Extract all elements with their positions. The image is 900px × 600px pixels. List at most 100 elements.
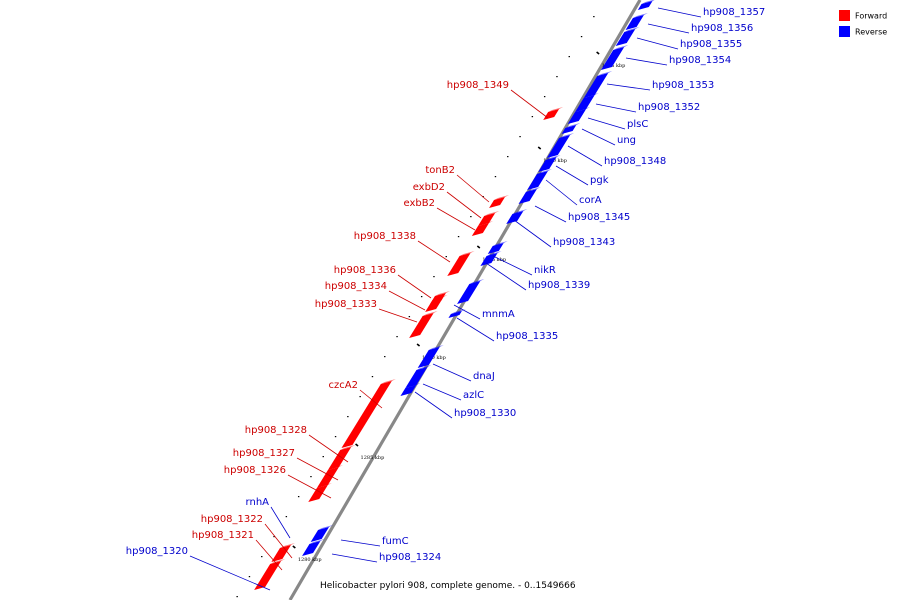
gene-label-mnma: mnmA xyxy=(482,309,515,320)
minor-tick xyxy=(384,356,386,358)
gene-label-hp908-1324: hp908_1324 xyxy=(379,552,441,563)
gene-arrow-face xyxy=(559,133,575,138)
gene-arrow-exbb2 xyxy=(471,223,490,236)
kbp-tick-mark xyxy=(355,443,359,447)
gene-leader-line xyxy=(422,383,462,401)
gene-leader-line xyxy=(453,304,481,320)
gene-arrow-hp908-1326 xyxy=(308,485,328,502)
gene-label-hp908-1357: hp908_1357 xyxy=(703,7,765,18)
gene-arrow-face xyxy=(279,543,295,548)
gene-arrow-nikr xyxy=(487,243,504,254)
minor-tick xyxy=(445,256,447,258)
minor-tick xyxy=(334,436,337,438)
gene-label-hp908-1345: hp908_1345 xyxy=(568,212,630,223)
gene-label-tonb2: tonB2 xyxy=(425,165,455,176)
gene-arrow-hp908-1338 xyxy=(447,253,471,276)
gene-leader-line xyxy=(287,474,332,499)
kbp-tick-mark xyxy=(476,245,481,249)
gene-leader-line xyxy=(414,391,453,419)
gene-arrow-face xyxy=(525,187,541,192)
minor-tick xyxy=(568,56,570,58)
minor-tick xyxy=(556,76,558,78)
gene-arrow-face xyxy=(632,13,648,18)
gene-label-hp908-1343: hp908_1343 xyxy=(553,237,615,248)
minor-tick xyxy=(543,96,546,98)
gene-arrow-ung xyxy=(561,125,577,134)
gene-label-fumc: fumC xyxy=(382,536,409,547)
legend-reverse-swatch xyxy=(839,26,850,37)
gene-label-hp908-1355: hp908_1355 xyxy=(680,39,742,50)
gene-label-hp908-1349: hp908_1349 xyxy=(447,80,509,91)
gene-arrow-hp908-1335 xyxy=(448,311,462,318)
gene-leader-line xyxy=(456,317,495,342)
minor-tick xyxy=(420,296,423,298)
gene-leader-line xyxy=(308,434,349,463)
gene-label-plsc: plsC xyxy=(627,119,648,130)
gene-arrow-face xyxy=(270,559,286,564)
gene-leader-line xyxy=(567,145,603,167)
gene-arrow-hp908-1327 xyxy=(316,467,339,488)
minor-tick xyxy=(310,476,312,478)
gene-arrow-face xyxy=(380,379,396,384)
kbp-tick-mark xyxy=(596,51,600,55)
gene-arrow-face xyxy=(494,195,509,200)
gene-leader-line xyxy=(446,191,482,219)
kbp-tick-label: 1285 kbp xyxy=(361,455,385,461)
gene-label-hp908-1328: hp908_1328 xyxy=(245,425,307,436)
gene-arrow-face xyxy=(597,71,613,76)
gene-label-hp908-1333: hp908_1333 xyxy=(315,299,377,310)
gene-arrow-czca2 xyxy=(341,381,392,448)
gene-arrow-face xyxy=(469,279,485,284)
gene-arrow-hp908-1356 xyxy=(625,15,644,30)
gene-arrow-azlc xyxy=(405,367,428,388)
gene-leader-line xyxy=(625,57,668,66)
gene-leader-line xyxy=(534,205,567,223)
gene-leader-line xyxy=(397,274,432,299)
gene-label-cora: corA xyxy=(579,195,602,206)
gene-arrow-face xyxy=(484,211,500,216)
gene-label-hp908-1354: hp908_1354 xyxy=(669,55,731,66)
gene-label-pgk: pgk xyxy=(590,175,609,186)
gene-leader-line xyxy=(270,506,291,539)
legend: Forward Reverse xyxy=(839,10,887,37)
gene-leader-line xyxy=(606,83,651,91)
gene-arrow-face xyxy=(512,209,528,214)
gene-leader-line xyxy=(647,23,690,34)
gene-leader-line xyxy=(417,240,451,263)
gene-label-ung: ung xyxy=(617,135,636,146)
kbp-tick-label: 1280 kbp xyxy=(298,557,322,563)
gene-leader-line xyxy=(510,89,549,119)
gene-label-azlc: azlC xyxy=(463,390,484,401)
gene-arrow-hp908-1333 xyxy=(409,313,434,338)
kbp-tick-label: 1295 kbp xyxy=(482,257,506,263)
genome-caption: Helicobacter pylori 908, complete genome… xyxy=(320,581,576,591)
gene-arrow-face xyxy=(565,123,581,128)
gene-leader-line xyxy=(555,165,589,186)
gene-label-hp908-1330: hp908_1330 xyxy=(454,408,516,419)
gene-arrow-hp908-1345 xyxy=(518,189,537,204)
gene-arrow-hp908-1352 xyxy=(575,95,595,112)
gene-label-exbb2: exbB2 xyxy=(404,198,435,209)
gene-arrow-face xyxy=(309,539,325,544)
gene-leader-line xyxy=(456,174,490,203)
gene-leader-line xyxy=(432,363,472,382)
gene-leader-line xyxy=(485,262,527,291)
legend-reverse-label: Reverse xyxy=(855,28,887,37)
kbp-tick-mark xyxy=(537,146,542,150)
gene-leader-line xyxy=(359,389,383,409)
gene-arrow-hp908-1353 xyxy=(583,73,609,98)
minor-tick xyxy=(470,216,472,218)
gene-arrow-face xyxy=(478,221,494,226)
gene-label-hp908-1320: hp908_1320 xyxy=(126,546,188,557)
gene-leader-line xyxy=(189,555,271,591)
gene-label-hp908-1321: hp908_1321 xyxy=(192,530,254,541)
gene-label-hp908-1356: hp908_1356 xyxy=(691,23,753,34)
minor-tick xyxy=(285,516,288,518)
gene-leader-line xyxy=(436,207,476,231)
gene-arrow-plsc xyxy=(567,109,587,124)
gene-arrow-face xyxy=(434,291,450,296)
minor-tick xyxy=(297,496,300,498)
legend-forward-swatch xyxy=(839,10,850,21)
gene-arrow-face xyxy=(428,345,444,350)
gene-leader-line xyxy=(657,7,702,18)
